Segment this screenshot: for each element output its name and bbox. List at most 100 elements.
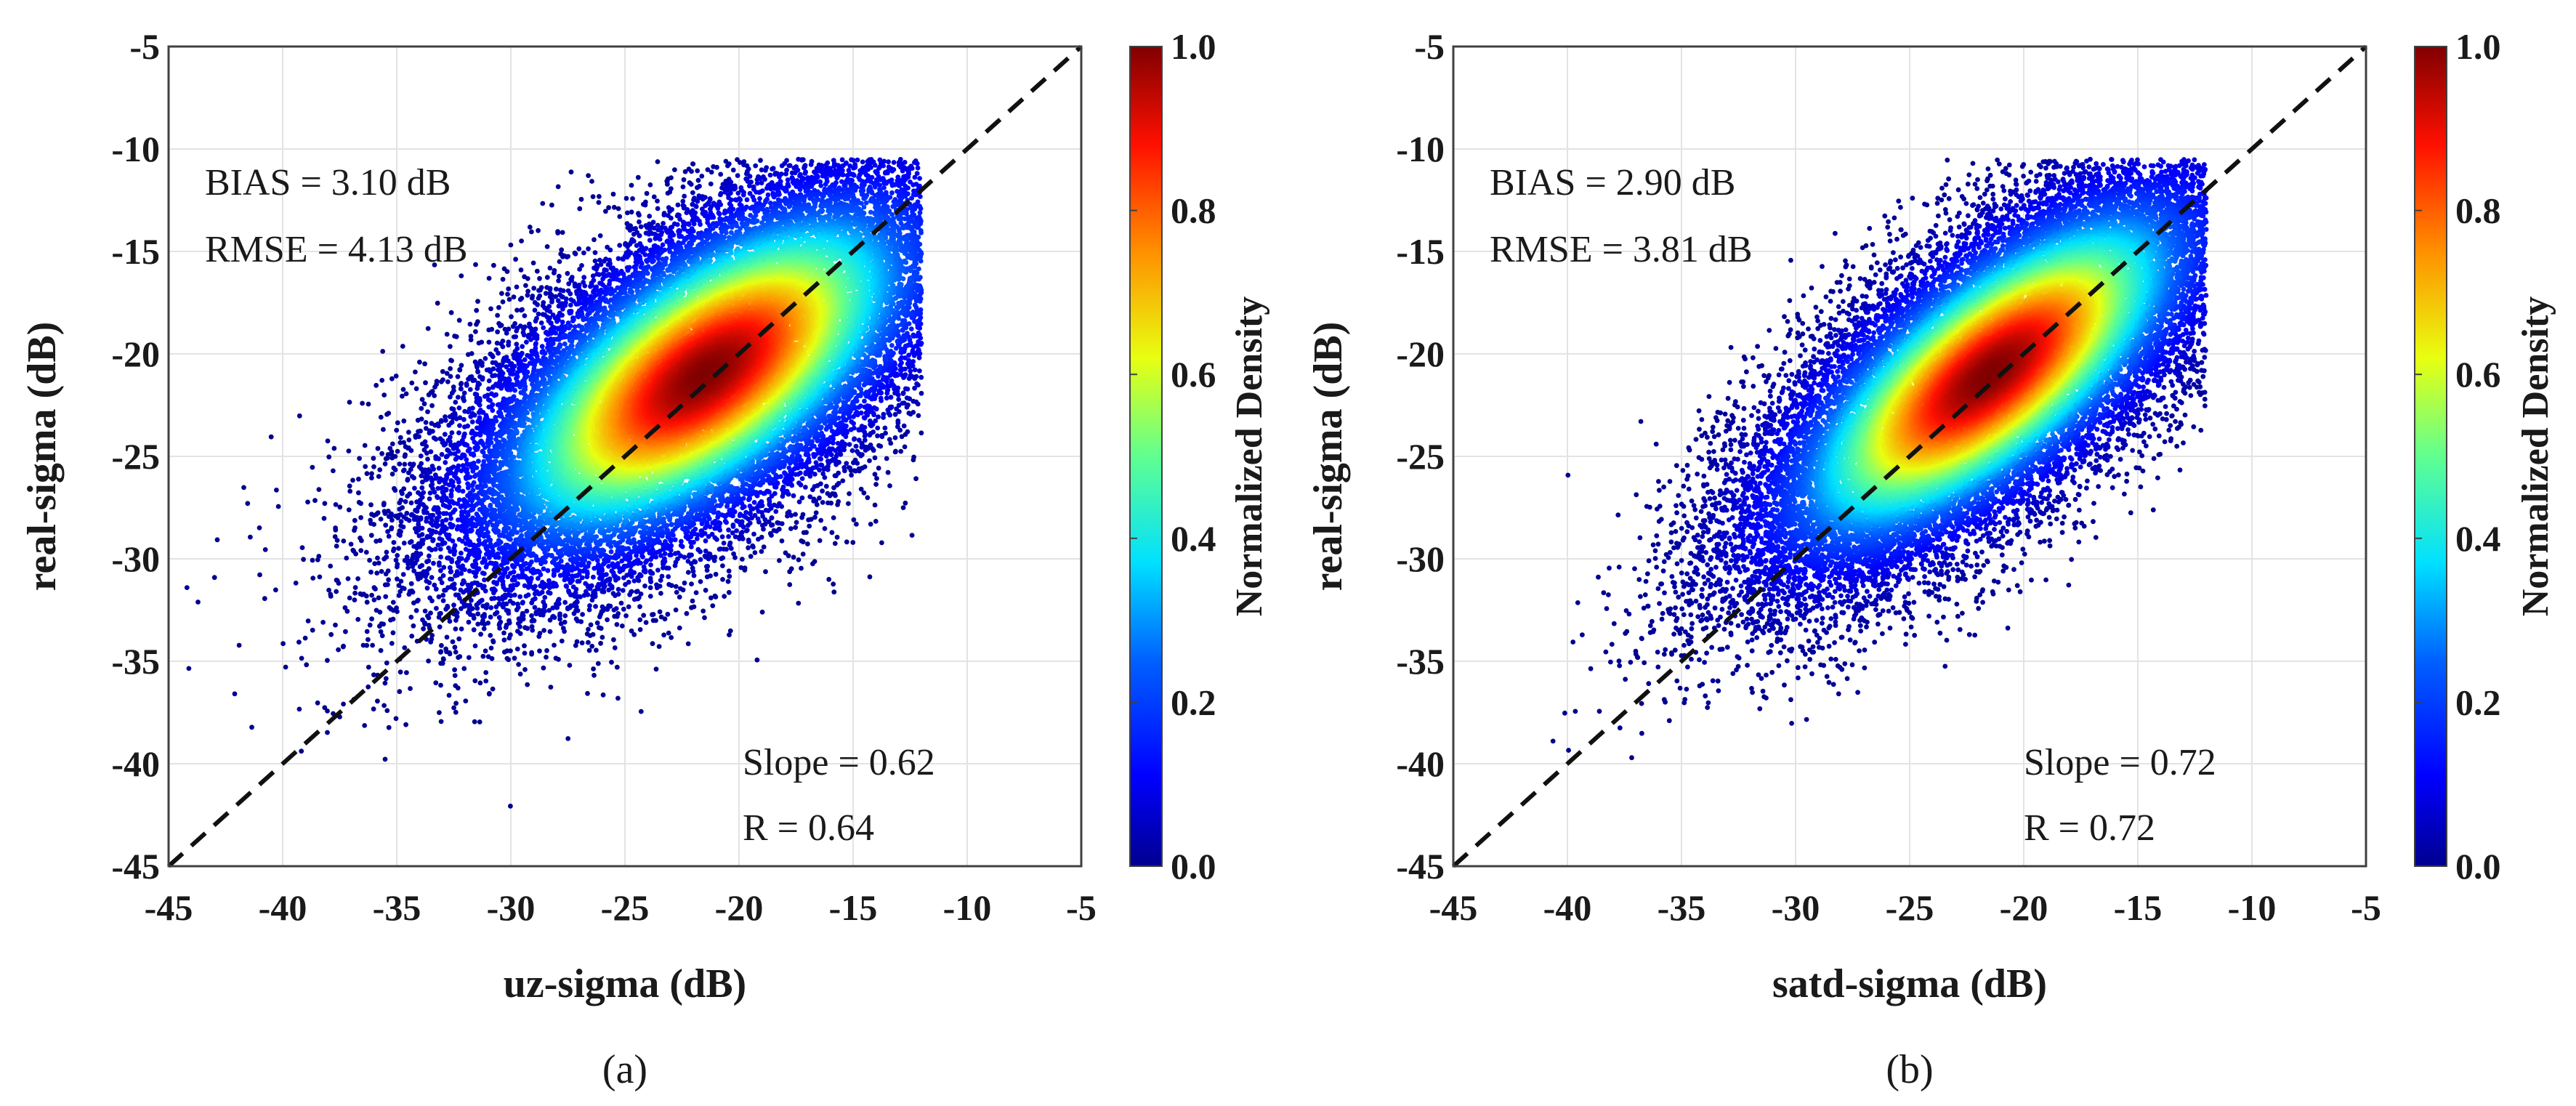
data-point [508, 804, 513, 809]
data-point [560, 230, 565, 235]
data-point [326, 588, 331, 593]
data-point [299, 656, 304, 661]
data-point [406, 429, 411, 435]
data-point [591, 632, 596, 637]
data-point [835, 535, 840, 540]
data-point [377, 467, 382, 472]
data-point [536, 228, 541, 233]
data-point [300, 545, 305, 550]
data-point [817, 538, 823, 544]
data-point [400, 344, 405, 349]
data-point [708, 595, 714, 600]
data-point [419, 416, 424, 421]
data-point [846, 501, 851, 506]
data-point [698, 579, 703, 584]
data-point [505, 269, 510, 274]
data-point [371, 522, 376, 527]
data-point [413, 370, 418, 375]
data-point [501, 277, 506, 282]
data-point [334, 589, 339, 594]
data-point [365, 600, 370, 605]
data-point [323, 501, 328, 506]
data-point [597, 200, 602, 205]
data-point [487, 276, 492, 281]
data-point [437, 710, 442, 715]
data-point [435, 301, 440, 306]
data-point [799, 538, 804, 544]
data-point [305, 500, 310, 505]
data-point [487, 691, 492, 696]
data-point [617, 214, 622, 219]
data-point [358, 501, 363, 506]
data-point [403, 722, 408, 727]
data-point [379, 451, 384, 456]
data-point [341, 538, 346, 544]
data-point [445, 635, 450, 640]
data-point [376, 510, 381, 515]
data-point [868, 522, 873, 527]
data-point [805, 541, 810, 546]
data-point [398, 669, 403, 674]
data-point [559, 247, 564, 252]
data-point [269, 435, 274, 440]
data-point [381, 392, 387, 397]
data-point [414, 387, 419, 392]
data-point [453, 683, 458, 688]
data-point [332, 446, 337, 451]
data-point [315, 701, 320, 706]
data-point [512, 655, 517, 661]
data-point [473, 329, 478, 334]
data-point [611, 637, 616, 642]
data-point [447, 693, 452, 698]
data-point [585, 631, 590, 637]
data-point [616, 206, 621, 211]
data-point [378, 610, 383, 615]
data-point [555, 230, 560, 235]
data-point [666, 631, 671, 636]
data-point [496, 305, 501, 310]
data-point [495, 313, 500, 318]
data-point [248, 535, 253, 540]
data-point [304, 662, 309, 667]
data-point [677, 626, 682, 631]
data-point [439, 643, 444, 648]
data-point [367, 558, 372, 563]
data-point [489, 327, 494, 332]
data-point [720, 577, 725, 582]
data-point [417, 360, 422, 365]
data-point [486, 654, 491, 659]
data-point [648, 182, 653, 187]
data-point [654, 666, 659, 671]
data-point [601, 693, 606, 698]
data-point [237, 643, 242, 648]
data-point [352, 597, 358, 602]
data-point [611, 192, 616, 197]
data-point [544, 655, 549, 660]
data-point [257, 573, 262, 578]
data-point [641, 613, 646, 618]
data-point [402, 645, 407, 650]
data-point [420, 397, 425, 402]
data-point [748, 554, 754, 559]
data-point [478, 680, 483, 685]
data-point [560, 639, 565, 644]
data-point [453, 650, 459, 655]
data-point [700, 609, 706, 614]
data-point [394, 374, 399, 379]
data-point [368, 623, 373, 628]
data-point [652, 195, 657, 200]
data-point [802, 530, 807, 536]
data-point [874, 476, 879, 481]
data-point [395, 420, 400, 425]
data-point [299, 748, 304, 754]
data-point [296, 639, 302, 645]
data-point [903, 445, 908, 450]
data-point [516, 662, 521, 667]
data-point [549, 685, 554, 690]
data-point [727, 590, 732, 595]
data-point [363, 464, 368, 469]
data-point [565, 736, 570, 741]
data-point [391, 617, 396, 622]
data-point [655, 159, 661, 164]
data-point [483, 670, 488, 675]
